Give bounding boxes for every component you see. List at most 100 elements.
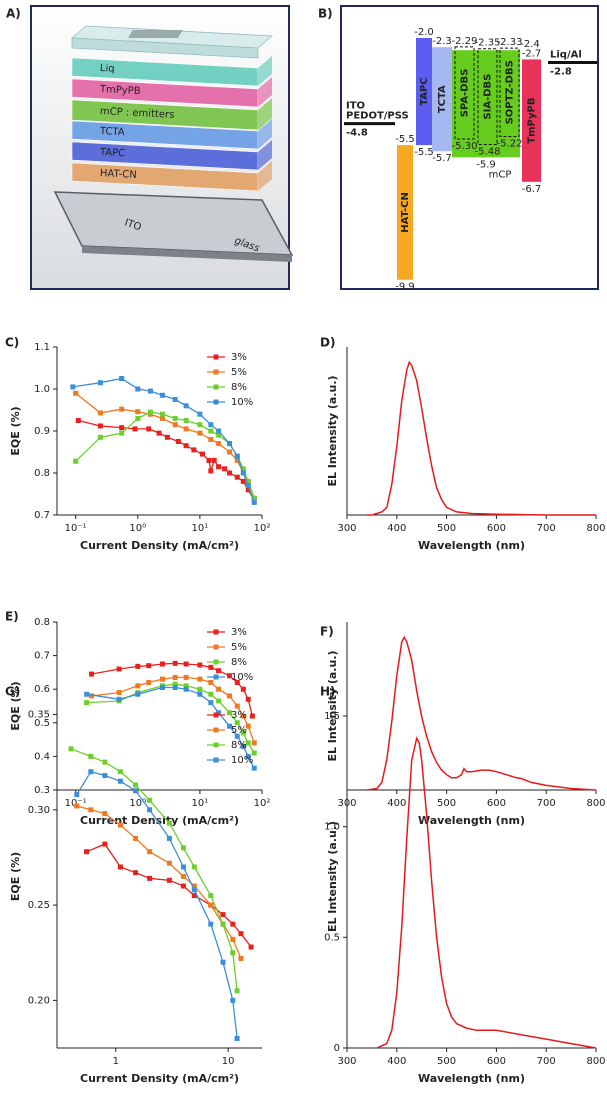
marker bbox=[191, 864, 197, 870]
glass-cap-front bbox=[71, 37, 259, 59]
marker bbox=[197, 430, 203, 436]
y-tick-label: 0.8 bbox=[34, 617, 50, 628]
series-line bbox=[72, 377, 255, 503]
marker bbox=[183, 443, 189, 449]
marker bbox=[89, 693, 95, 699]
marker bbox=[133, 835, 139, 841]
series-line bbox=[91, 662, 254, 717]
layer-label: mCP : emitters bbox=[100, 106, 175, 121]
legend-marker bbox=[213, 629, 219, 635]
emitter-level bbox=[499, 47, 520, 138]
energy-layer bbox=[397, 145, 413, 280]
legend-label: 10% bbox=[231, 397, 253, 408]
y-axis-title: EQE (%) bbox=[9, 406, 22, 455]
marker bbox=[240, 743, 246, 749]
y-tick-label: 0.35 bbox=[28, 710, 50, 721]
marker bbox=[240, 713, 246, 719]
x-tick-label: 700 bbox=[537, 1056, 556, 1067]
legend-label: 3% bbox=[231, 710, 247, 721]
marker bbox=[227, 673, 233, 679]
marker bbox=[230, 950, 236, 956]
marker bbox=[180, 864, 186, 870]
legend-label: 5% bbox=[231, 725, 247, 736]
marker bbox=[191, 893, 197, 899]
marker bbox=[211, 457, 217, 463]
marker bbox=[216, 668, 222, 674]
marker bbox=[230, 997, 236, 1003]
layer-name: TmPyPB bbox=[527, 98, 538, 144]
y-tick-label: 0 bbox=[334, 1043, 340, 1054]
homo-label: -5.7 bbox=[432, 153, 452, 164]
layer-label: TAPC bbox=[99, 147, 126, 159]
marker bbox=[135, 663, 141, 669]
energy-layer bbox=[432, 47, 452, 152]
marker bbox=[70, 384, 76, 390]
x-tick-label: 600 bbox=[487, 798, 506, 809]
marker bbox=[119, 430, 125, 436]
x-tick-label: 10⁻¹ bbox=[65, 523, 87, 534]
marker bbox=[146, 663, 152, 669]
marker bbox=[216, 432, 222, 438]
y-tick-label: 0.20 bbox=[28, 995, 50, 1006]
marker bbox=[245, 753, 251, 759]
lumo-label: -2.7 bbox=[522, 48, 542, 59]
marker bbox=[97, 423, 103, 429]
marker bbox=[84, 849, 90, 855]
marker bbox=[102, 811, 108, 817]
marker bbox=[73, 458, 79, 464]
marker bbox=[160, 411, 166, 417]
x-tick-label: 10² bbox=[254, 798, 271, 809]
layer-side bbox=[258, 56, 272, 86]
marker bbox=[191, 447, 197, 453]
x-axis-title: Current Density (mA/cm²) bbox=[80, 539, 239, 552]
marker bbox=[199, 451, 205, 457]
x-tick-label: 700 bbox=[537, 798, 556, 809]
layer-label: Liq bbox=[100, 63, 115, 75]
marker bbox=[172, 422, 178, 428]
x-axis-title: Current Density (mA/cm²) bbox=[80, 1072, 239, 1085]
marker bbox=[164, 434, 170, 440]
marker bbox=[147, 797, 153, 803]
panel-label: H) bbox=[320, 685, 336, 699]
legend-marker bbox=[213, 399, 219, 405]
x-tick-label: 300 bbox=[337, 1056, 356, 1067]
marker bbox=[133, 870, 139, 876]
marker bbox=[119, 376, 125, 381]
marker bbox=[208, 428, 214, 434]
energy-layer bbox=[452, 50, 520, 158]
marker bbox=[180, 845, 186, 851]
legend-marker bbox=[213, 712, 219, 718]
marker bbox=[180, 874, 186, 879]
x-tick-label: 800 bbox=[586, 798, 605, 809]
y-tick-label: 1.5 bbox=[324, 711, 340, 722]
layer-side bbox=[258, 77, 272, 107]
marker bbox=[117, 864, 123, 870]
x-axis-title: Wavelength (nm) bbox=[418, 539, 525, 552]
energy-layer bbox=[522, 59, 541, 182]
marker bbox=[251, 750, 257, 756]
legend-marker bbox=[213, 354, 219, 360]
marker bbox=[68, 746, 74, 752]
x-tick-label: 400 bbox=[387, 798, 406, 809]
marker bbox=[240, 730, 246, 736]
marker bbox=[135, 386, 141, 392]
legend-label: 10% bbox=[231, 755, 253, 766]
marker bbox=[160, 415, 166, 421]
x-tick-label: 1 bbox=[113, 1056, 119, 1067]
panel-label: G) bbox=[5, 685, 20, 699]
legend-label: 3% bbox=[231, 627, 247, 638]
y-tick-label: 1.0 bbox=[324, 822, 340, 833]
layer-side bbox=[258, 98, 272, 130]
marker bbox=[245, 478, 251, 484]
marker bbox=[75, 418, 81, 423]
x-tick-label: 10⁰ bbox=[129, 798, 146, 809]
panel-label: D) bbox=[320, 336, 335, 350]
y-tick-label: 0.5 bbox=[34, 718, 50, 729]
marker bbox=[251, 740, 257, 746]
legend-marker bbox=[213, 674, 219, 680]
marker bbox=[166, 860, 172, 866]
electrode-name: Liq/Al bbox=[550, 49, 582, 60]
homo-label: -9.9 bbox=[395, 282, 415, 293]
y-tick-label: 1.1 bbox=[34, 342, 50, 353]
